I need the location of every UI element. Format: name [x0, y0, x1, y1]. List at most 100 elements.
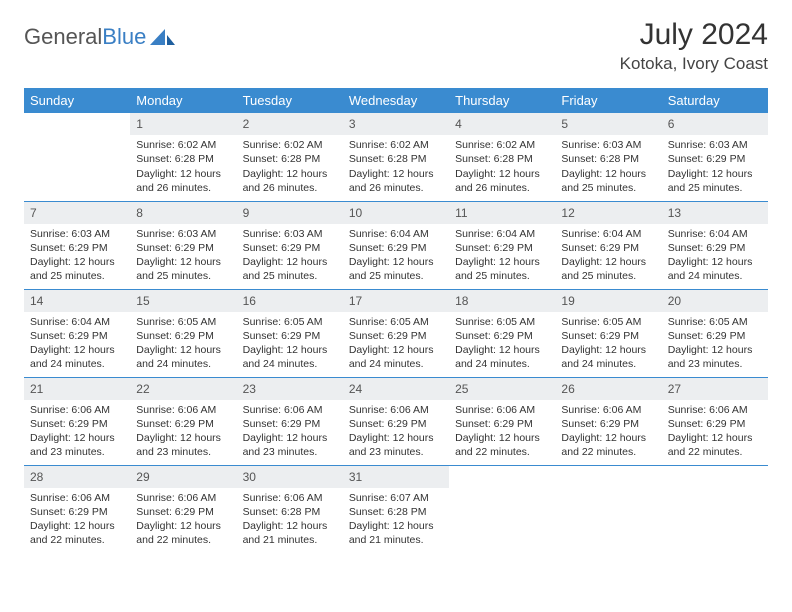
- calendar-cell: 26Sunrise: 6:06 AMSunset: 6:29 PMDayligh…: [555, 377, 661, 465]
- calendar-cell: 29Sunrise: 6:06 AMSunset: 6:29 PMDayligh…: [130, 465, 236, 553]
- day-daylight2: and 25 minutes.: [349, 269, 443, 283]
- day-details: Sunrise: 6:05 AMSunset: 6:29 PMDaylight:…: [343, 312, 449, 376]
- calendar-cell: 14Sunrise: 6:04 AMSunset: 6:29 PMDayligh…: [24, 289, 130, 377]
- day-details: Sunrise: 6:05 AMSunset: 6:29 PMDaylight:…: [662, 312, 768, 376]
- day-number: 15: [130, 290, 236, 312]
- calendar-cell: 20Sunrise: 6:05 AMSunset: 6:29 PMDayligh…: [662, 289, 768, 377]
- day-sunrise: Sunrise: 6:05 AM: [561, 315, 655, 329]
- day-number: 20: [662, 290, 768, 312]
- day-sunrise: Sunrise: 6:04 AM: [455, 227, 549, 241]
- day-daylight2: and 24 minutes.: [349, 357, 443, 371]
- day-daylight2: and 24 minutes.: [243, 357, 337, 371]
- day-number: 30: [237, 466, 343, 488]
- day-details: Sunrise: 6:03 AMSunset: 6:29 PMDaylight:…: [662, 135, 768, 199]
- day-sunset: Sunset: 6:29 PM: [136, 505, 230, 519]
- day-sunset: Sunset: 6:29 PM: [668, 241, 762, 255]
- day-daylight1: Daylight: 12 hours: [349, 167, 443, 181]
- calendar-cell: ..: [449, 465, 555, 553]
- day-daylight1: Daylight: 12 hours: [455, 343, 549, 357]
- day-sunset: Sunset: 6:29 PM: [243, 417, 337, 431]
- calendar-cell: 25Sunrise: 6:06 AMSunset: 6:29 PMDayligh…: [449, 377, 555, 465]
- day-daylight2: and 25 minutes.: [136, 269, 230, 283]
- day-number: 26: [555, 378, 661, 400]
- day-daylight2: and 26 minutes.: [349, 181, 443, 195]
- day-number: 9: [237, 202, 343, 224]
- day-sunset: Sunset: 6:29 PM: [30, 329, 124, 343]
- day-daylight2: and 23 minutes.: [30, 445, 124, 459]
- day-daylight2: and 22 minutes.: [136, 533, 230, 547]
- day-number: 25: [449, 378, 555, 400]
- calendar-cell: 30Sunrise: 6:06 AMSunset: 6:28 PMDayligh…: [237, 465, 343, 553]
- day-sunset: Sunset: 6:28 PM: [561, 152, 655, 166]
- calendar-cell: 4Sunrise: 6:02 AMSunset: 6:28 PMDaylight…: [449, 113, 555, 201]
- day-sunrise: Sunrise: 6:06 AM: [30, 403, 124, 417]
- day-sunrise: Sunrise: 6:03 AM: [668, 138, 762, 152]
- day-details: Sunrise: 6:03 AMSunset: 6:29 PMDaylight:…: [237, 224, 343, 288]
- day-details: Sunrise: 6:06 AMSunset: 6:29 PMDaylight:…: [130, 400, 236, 464]
- day-number: 10: [343, 202, 449, 224]
- calendar-cell: 1Sunrise: 6:02 AMSunset: 6:28 PMDaylight…: [130, 113, 236, 201]
- calendar-cell: 19Sunrise: 6:05 AMSunset: 6:29 PMDayligh…: [555, 289, 661, 377]
- day-number: 28: [24, 466, 130, 488]
- day-details: Sunrise: 6:03 AMSunset: 6:29 PMDaylight:…: [24, 224, 130, 288]
- day-sunset: Sunset: 6:29 PM: [30, 505, 124, 519]
- day-details: Sunrise: 6:04 AMSunset: 6:29 PMDaylight:…: [449, 224, 555, 288]
- day-daylight2: and 24 minutes.: [455, 357, 549, 371]
- day-details: Sunrise: 6:06 AMSunset: 6:29 PMDaylight:…: [555, 400, 661, 464]
- day-sunset: Sunset: 6:29 PM: [561, 329, 655, 343]
- day-daylight1: Daylight: 12 hours: [349, 519, 443, 533]
- day-sunset: Sunset: 6:29 PM: [455, 241, 549, 255]
- day-sunset: Sunset: 6:29 PM: [136, 241, 230, 255]
- day-sunrise: Sunrise: 6:06 AM: [668, 403, 762, 417]
- day-daylight2: and 25 minutes.: [561, 269, 655, 283]
- day-daylight1: Daylight: 12 hours: [349, 255, 443, 269]
- day-details: Sunrise: 6:06 AMSunset: 6:28 PMDaylight:…: [237, 488, 343, 552]
- calendar-cell: 23Sunrise: 6:06 AMSunset: 6:29 PMDayligh…: [237, 377, 343, 465]
- logo-text-general: General: [24, 24, 102, 50]
- logo-text-blue: Blue: [102, 24, 146, 50]
- calendar-cell: ..: [24, 113, 130, 201]
- day-daylight1: Daylight: 12 hours: [455, 255, 549, 269]
- day-details: Sunrise: 6:06 AMSunset: 6:29 PMDaylight:…: [24, 488, 130, 552]
- calendar-week-row: 14Sunrise: 6:04 AMSunset: 6:29 PMDayligh…: [24, 289, 768, 377]
- day-sunrise: Sunrise: 6:03 AM: [30, 227, 124, 241]
- day-daylight1: Daylight: 12 hours: [30, 519, 124, 533]
- calendar-cell: 5Sunrise: 6:03 AMSunset: 6:28 PMDaylight…: [555, 113, 661, 201]
- day-daylight1: Daylight: 12 hours: [561, 343, 655, 357]
- calendar-cell: 24Sunrise: 6:06 AMSunset: 6:29 PMDayligh…: [343, 377, 449, 465]
- calendar-table: Sunday Monday Tuesday Wednesday Thursday…: [24, 88, 768, 553]
- weekday-wednesday: Wednesday: [343, 88, 449, 113]
- day-sunrise: Sunrise: 6:03 AM: [561, 138, 655, 152]
- day-daylight2: and 21 minutes.: [243, 533, 337, 547]
- day-sunrise: Sunrise: 6:06 AM: [561, 403, 655, 417]
- day-daylight2: and 23 minutes.: [668, 357, 762, 371]
- day-sunrise: Sunrise: 6:03 AM: [136, 227, 230, 241]
- day-daylight1: Daylight: 12 hours: [243, 167, 337, 181]
- day-sunrise: Sunrise: 6:04 AM: [668, 227, 762, 241]
- day-daylight1: Daylight: 12 hours: [243, 343, 337, 357]
- day-number: 29: [130, 466, 236, 488]
- day-sunset: Sunset: 6:29 PM: [561, 241, 655, 255]
- calendar-cell: 28Sunrise: 6:06 AMSunset: 6:29 PMDayligh…: [24, 465, 130, 553]
- day-sunset: Sunset: 6:29 PM: [561, 417, 655, 431]
- calendar-week-row: 7Sunrise: 6:03 AMSunset: 6:29 PMDaylight…: [24, 201, 768, 289]
- day-number: 23: [237, 378, 343, 400]
- day-daylight1: Daylight: 12 hours: [455, 167, 549, 181]
- calendar-week-row: 28Sunrise: 6:06 AMSunset: 6:29 PMDayligh…: [24, 465, 768, 553]
- day-details: Sunrise: 6:03 AMSunset: 6:28 PMDaylight:…: [555, 135, 661, 199]
- calendar-cell: 18Sunrise: 6:05 AMSunset: 6:29 PMDayligh…: [449, 289, 555, 377]
- day-sunset: Sunset: 6:28 PM: [455, 152, 549, 166]
- day-details: Sunrise: 6:05 AMSunset: 6:29 PMDaylight:…: [237, 312, 343, 376]
- calendar-cell: 6Sunrise: 6:03 AMSunset: 6:29 PMDaylight…: [662, 113, 768, 201]
- day-daylight2: and 24 minutes.: [668, 269, 762, 283]
- weekday-monday: Monday: [130, 88, 236, 113]
- calendar-cell: ..: [555, 465, 661, 553]
- day-details: Sunrise: 6:06 AMSunset: 6:29 PMDaylight:…: [24, 400, 130, 464]
- weekday-saturday: Saturday: [662, 88, 768, 113]
- day-number: 24: [343, 378, 449, 400]
- day-details: Sunrise: 6:06 AMSunset: 6:29 PMDaylight:…: [130, 488, 236, 552]
- day-daylight2: and 24 minutes.: [561, 357, 655, 371]
- weekday-friday: Friday: [555, 88, 661, 113]
- day-sunrise: Sunrise: 6:05 AM: [455, 315, 549, 329]
- day-number: 6: [662, 113, 768, 135]
